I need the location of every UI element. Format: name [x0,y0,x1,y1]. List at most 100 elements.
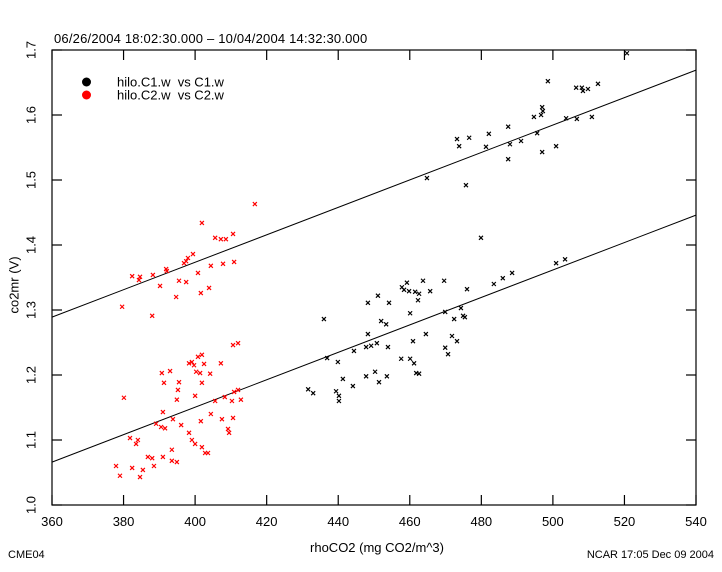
scatter-point [454,136,460,142]
scatter-point [169,458,175,464]
scatter-point [563,115,569,121]
scatter-point [230,342,236,348]
legend-item-c2: hilo.C2.w vs C2.w [0,88,300,103]
scatter-point [176,278,182,284]
scatter-point [407,310,413,316]
scatter-point [199,380,205,386]
scatter-point [199,444,205,450]
scatter-point [464,286,470,292]
scatter-point [207,371,213,377]
scatter-point [173,294,179,300]
scatter-point [365,300,371,306]
scatter-point [218,236,224,242]
scatter-point [386,300,392,306]
scatter-point [159,370,165,376]
scatter-point [500,275,506,281]
series2-legend-marker-icon [82,90,91,100]
scatter-point [372,369,378,375]
scatter-point [135,437,141,443]
scatter-point [350,383,356,389]
scatter-point [160,454,166,460]
scatter-point [445,351,451,357]
scatter-point [189,437,195,443]
trend-line-upper-fit [51,69,697,318]
y-tick-label: 1.7 [23,40,39,60]
scatter-point [119,304,125,310]
scatter-point [411,360,417,366]
scatter-point [407,356,413,362]
x-tick-label: 420 [255,514,278,529]
scatter-point [149,313,155,319]
scatter-point [401,287,407,293]
x-tick-label: 500 [542,514,564,529]
scatter-point [186,360,192,366]
scatter-point [531,114,537,120]
scatter-point [117,473,123,479]
scatter-point [423,331,429,337]
scatter-point [539,149,545,155]
scatter-point [231,259,237,265]
scatter-point [164,268,170,274]
scatter-point [238,397,244,403]
scatter-point [208,263,214,269]
scatter-point [178,422,184,428]
scatter-point [145,454,151,460]
scatter-point [201,361,207,367]
scatter-point [539,104,545,110]
scatter-point [226,430,232,436]
scatter-point [162,425,168,431]
scatter-point [478,235,484,241]
ncar-timestamp-label: NCAR 17:05 Dec 09 2004 [586,549,714,561]
scatter-point [336,398,342,404]
scatter-point [483,144,489,150]
scatter-point [579,85,585,91]
scatter-point [153,421,159,427]
scatter-point [340,376,346,382]
scatter-point [167,368,173,374]
scatter-point [416,291,422,297]
scatter-point [449,333,455,339]
y-tick-label: 1.4 [23,235,39,255]
scatter-point [321,316,327,322]
scatter-point [150,272,156,278]
scatter-point [231,389,237,395]
scatter-point [365,331,371,337]
scatter-point [219,416,225,422]
scatter-point [580,88,586,94]
series1-legend-marker-icon [82,77,91,87]
x-tick-label: 360 [41,514,63,529]
scatter-point [191,362,197,368]
scatter-point [185,255,191,261]
scatter-point [195,354,201,360]
scatter-point [149,455,155,461]
y-tick-label: 1.0 [23,495,39,515]
scatter-point [412,289,418,295]
scatter-point [193,369,199,375]
scatter-point [398,356,404,362]
scatter-point [466,135,472,141]
series-1-points [305,50,630,404]
scatter-point [158,424,164,430]
scatter-point [376,379,382,385]
x-tick-label: 400 [184,514,206,529]
scatter-point [383,321,389,327]
scatter-point [384,373,390,379]
scatter-point [534,130,540,136]
scatter-point [378,318,384,324]
y-axis-label: co2mr (V) [6,256,22,314]
scatter-point [491,281,497,287]
scatter-point [351,348,357,354]
scatter-point [199,220,205,226]
scatter-point [462,314,468,320]
scatter-point [553,260,559,266]
scatter-point [137,474,143,480]
scatter-point [410,338,416,344]
scatter-point [140,467,146,473]
scatter-point [368,343,374,349]
series-2-points [113,201,258,480]
scatter-point [305,386,311,392]
scatter-point [230,231,236,237]
scatter-point [573,85,579,91]
scatter-point [170,416,176,422]
x-tick-label: 380 [112,514,135,529]
